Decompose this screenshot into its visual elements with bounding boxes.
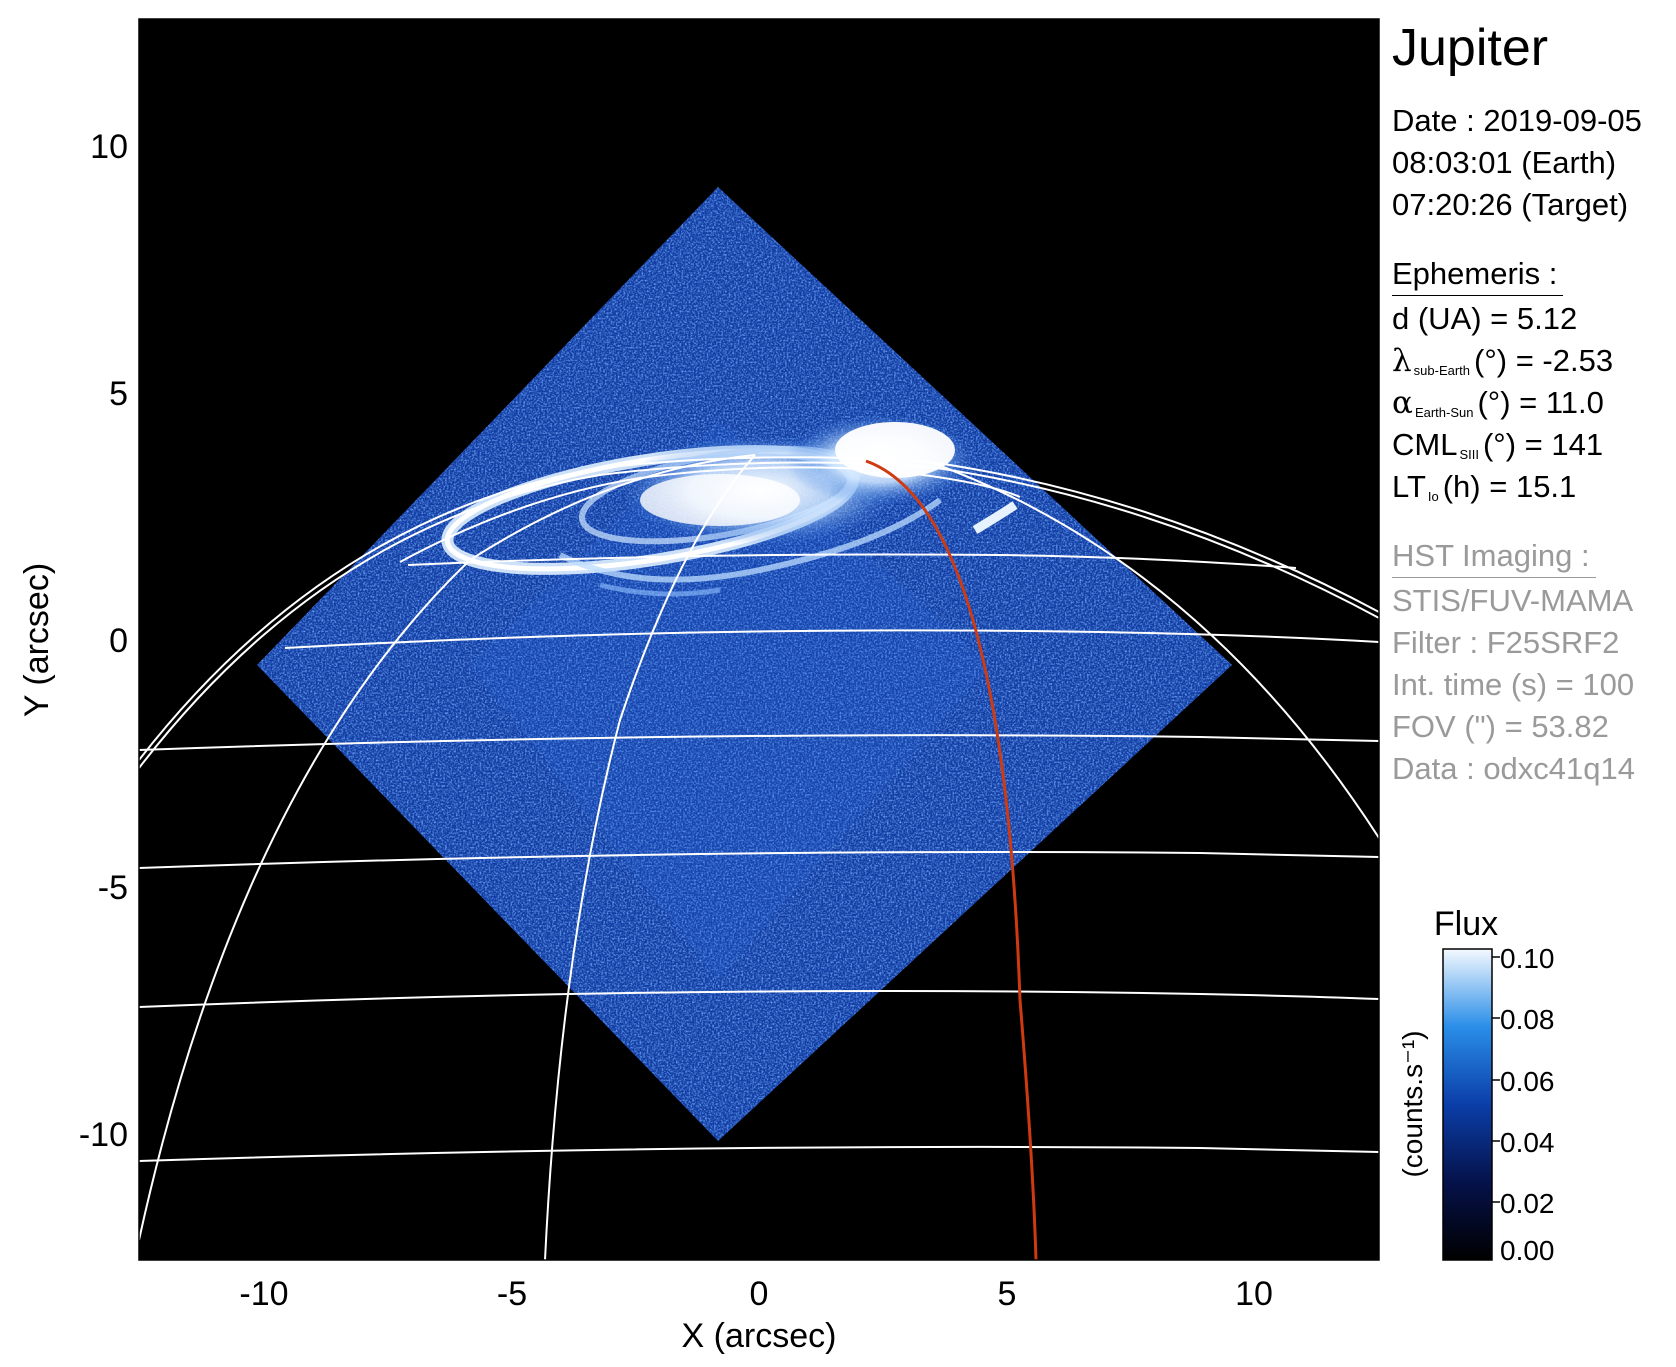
lambda-subscript: sub-Earth [1413, 363, 1471, 378]
date-line: Date : 2019-09-05 [1392, 103, 1642, 138]
colorbar-tick-label: 0.04 [1500, 1127, 1555, 1158]
y-tick-label: -5 [98, 869, 128, 907]
observation-info-panel: Jupiter Date : 2019-09-05 08:03:01 (Eart… [1392, 0, 1676, 1367]
lambda-symbol: λ [1392, 343, 1412, 379]
colorbar-title: Flux [1434, 905, 1498, 943]
alpha-subscript: Earth-Sun [1414, 405, 1474, 420]
colorbar-gradient [1442, 948, 1493, 1261]
x-axis-label: X (arcsec) [682, 1317, 837, 1355]
ephemeris-header: Ephemeris : [1392, 255, 1564, 296]
x-tick-label: 5 [998, 1275, 1017, 1313]
alpha-symbol: α [1392, 385, 1413, 421]
cml-value: (°) = 141 [1482, 427, 1604, 462]
earth-time: 08:03:01 (Earth) [1392, 145, 1617, 180]
io-footprint-track [865, 459, 1038, 1260]
lt-subscript: Io [1427, 489, 1439, 504]
x-tick-label: -10 [239, 1275, 288, 1313]
data-id-line: Data : odxc41q14 [1392, 751, 1636, 786]
x-tick-label: 0 [750, 1275, 769, 1313]
cml-subscript: SIII [1459, 447, 1479, 462]
central-meridian-longitude: CML SIII (°) = 141 [1392, 426, 1603, 474]
alpha-value: (°) = 11.0 [1477, 385, 1604, 420]
colorbar-tick-label: 0.00 [1500, 1235, 1555, 1266]
y-axis-label: Y (arcsec) [18, 563, 56, 717]
phase-angle: α Earth-Sun (°) = 11.0 [1392, 384, 1604, 432]
x-tick-label: 10 [1235, 1275, 1273, 1313]
y-axis: 10 5 0 -5 -10 Y (arcsec) [18, 128, 128, 1154]
detector-footprint [257, 187, 1232, 1141]
lambda-value: (°) = -2.53 [1474, 343, 1614, 378]
instrument-line: STIS/FUV-MAMA [1392, 583, 1634, 618]
integration-time-line: Int. time (s) = 100 [1392, 667, 1635, 702]
y-tick-label: 0 [109, 622, 128, 660]
colorbar: Flux (counts.s⁻¹) 0.10 0.08 0.06 0.04 0.… [1397, 905, 1555, 1266]
lt-value: (h) = 15.1 [1442, 469, 1577, 504]
distance-line: d (UA) = 5.12 [1392, 301, 1578, 336]
filter-line: Filter : F25SRF2 [1392, 625, 1620, 660]
planet-title: Jupiter [1392, 19, 1549, 77]
target-time: 07:20:26 (Target) [1392, 187, 1629, 222]
sub-earth-longitude: λ sub-Earth (°) = -2.53 [1392, 342, 1613, 390]
colorbar-unit-label: (counts.s⁻¹) [1397, 1030, 1428, 1177]
x-axis: -10 -5 0 5 10 X (arcsec) [239, 1275, 1272, 1355]
colorbar-tick-label: 0.02 [1500, 1188, 1555, 1219]
io-local-time: LT Io (h) = 15.1 [1392, 468, 1576, 516]
colorbar-tick-label: 0.06 [1500, 1066, 1555, 1097]
colorbar-tick-label: 0.08 [1500, 1004, 1555, 1035]
lt-label: LT [1392, 469, 1426, 504]
y-tick-label: 10 [90, 128, 128, 166]
plot-border [138, 18, 1380, 1261]
y-tick-label: -10 [79, 1116, 128, 1154]
planetographic-grid [139, 454, 1379, 1260]
y-tick-label: 5 [109, 375, 128, 413]
colorbar-tick-label: 0.10 [1500, 943, 1555, 974]
x-tick-label: -5 [497, 1275, 527, 1313]
cml-label: CML [1392, 427, 1458, 462]
hst-imaging-header: HST Imaging : [1392, 537, 1596, 578]
fov-line: FOV (") = 53.82 [1392, 709, 1609, 744]
